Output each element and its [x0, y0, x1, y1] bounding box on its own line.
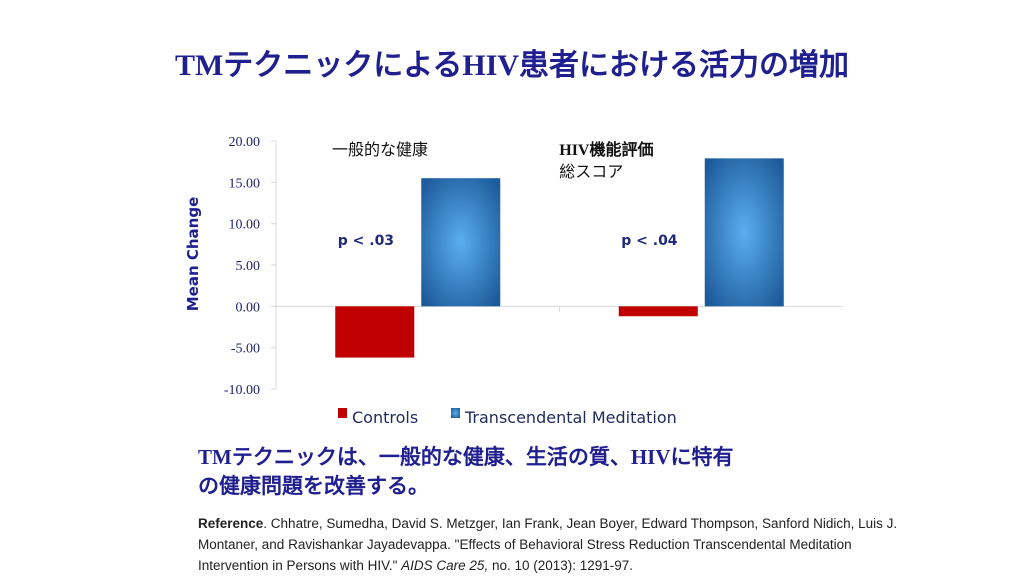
legend-swatch-tm — [451, 408, 460, 418]
p-value-annotation: p < .03 — [338, 233, 394, 249]
y-tick-label: 10.00 — [229, 218, 261, 233]
slide-title: TMテクニックによるHIV患者における活力の増加 — [174, 49, 850, 82]
summary-line: の健康問題を改善する。 — [198, 474, 429, 498]
y-axis-label: Mean Change — [184, 197, 202, 312]
p-value-annotation: p < .04 — [621, 233, 678, 249]
reference-label: Reference — [198, 516, 264, 531]
bar-chart: 20.00 15.00 10.00 5.00 0.00 -5.00 -10.00 Mean … — [184, 135, 843, 427]
summary-line: TMテクニックは、一般的な健康、生活の質、HIVに特有 — [198, 445, 734, 469]
legend-swatch-controls — [338, 408, 347, 418]
legend-label-controls: Controls — [352, 408, 418, 427]
y-tick-label: -10.00 — [224, 383, 260, 398]
category-label: 一般的な健康 — [332, 141, 428, 159]
y-tick-label: 5.00 — [236, 259, 261, 274]
category-label: 総スコア — [559, 163, 623, 181]
tm-bar-1 — [421, 178, 501, 307]
legend-label-tm: Transcendental Meditation — [464, 408, 677, 427]
reference-journal: AIDS Care 25, — [401, 558, 489, 573]
reference-text: . Chhatre, Sumedha, David S. Metzger, Ia… — [198, 516, 898, 573]
y-tick-label: 20.00 — [229, 135, 261, 150]
y-tick-label: 0.00 — [236, 300, 261, 315]
controls-bar-2 — [618, 306, 698, 317]
reference-tail: no. 10 (2013): 1291-97. — [488, 558, 634, 573]
summary-text: TMテクニックは、一般的な健康、生活の質、HIVに特有 の健康問題を改善する。 — [198, 443, 878, 501]
y-tick-label: 15.00 — [229, 176, 261, 191]
y-tick-label: -5.00 — [231, 342, 260, 357]
category-label: HIV機能評価 — [559, 140, 653, 159]
reference: Reference. Chhatre, Sumedha, David S. Me… — [198, 513, 918, 576]
controls-bar-1 — [335, 306, 415, 358]
tm-bar-2 — [704, 158, 784, 307]
